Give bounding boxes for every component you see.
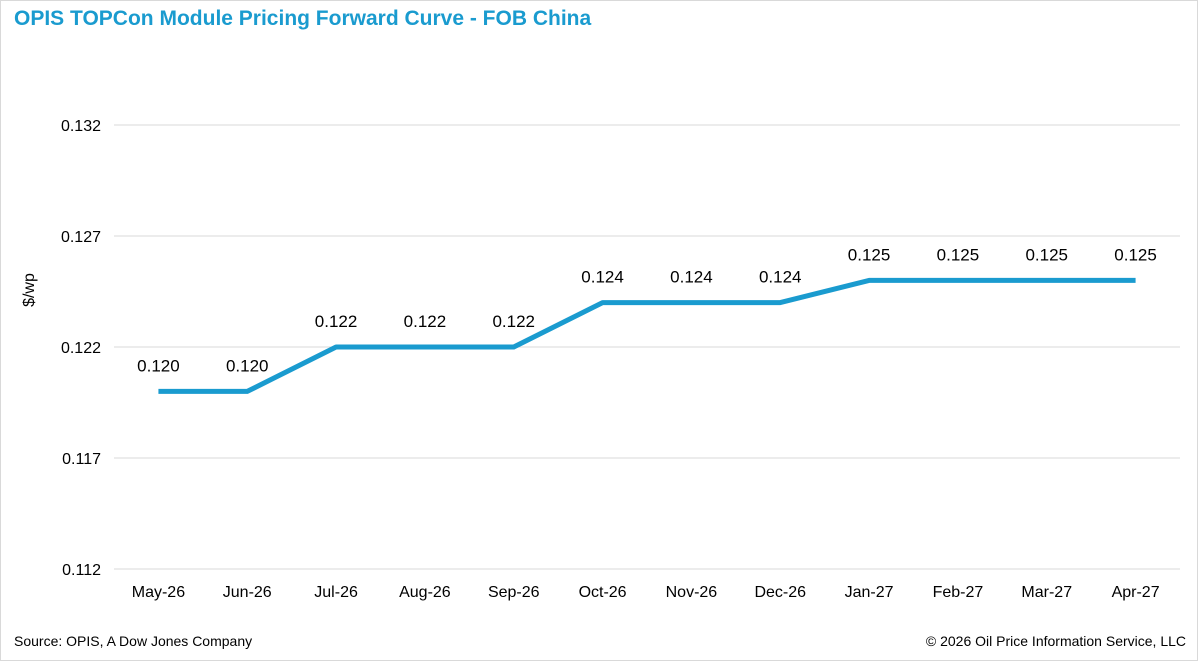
x-tick-label: Sep-26	[488, 584, 540, 601]
x-axis-tick-labels: May-26 Jun-26 Jul-26 Aug-26 Sep-26 Oct-26 Nov-…	[132, 584, 1160, 601]
data-labels: 0.120 0.120 0.122 0.122 0.122 0.124 0.124 0.124…	[137, 245, 1157, 375]
y-tick-label: 0.122	[61, 340, 101, 357]
x-tick-label: Mar-27	[1021, 584, 1072, 601]
y-axis-tick-labels: 0.112 0.117 0.122 0.127 0.132	[61, 118, 101, 579]
data-label: 0.122	[492, 312, 535, 331]
x-tick-label: Oct-26	[579, 584, 627, 601]
x-tick-label: Jul-26	[314, 584, 358, 601]
data-label: 0.122	[315, 312, 358, 331]
y-tick-label: 0.112	[62, 562, 101, 579]
y-tick-label: 0.117	[62, 451, 101, 468]
series-line-group	[158, 277, 1136, 394]
chart-title: OPIS TOPCon Module Pricing Forward Curve…	[14, 7, 592, 30]
data-label: 0.125	[1114, 245, 1157, 264]
x-tick-label: Apr-27	[1112, 584, 1160, 601]
gridlines	[114, 124, 1180, 570]
data-label: 0.124	[670, 268, 713, 287]
data-label: 0.125	[848, 245, 891, 264]
data-label: 0.124	[759, 268, 802, 287]
series-line	[158, 277, 1136, 394]
x-tick-label: Jun-26	[223, 584, 272, 601]
y-tick-label: 0.132	[61, 118, 101, 135]
data-label: 0.120	[137, 356, 180, 375]
x-tick-label: Aug-26	[399, 584, 451, 601]
data-label: 0.125	[1025, 245, 1068, 264]
copyright-note: © 2026 Oil Price Information Service, LL…	[925, 633, 1186, 649]
x-tick-label: Nov-26	[666, 584, 718, 601]
x-tick-label: Jan-27	[845, 584, 894, 601]
y-axis-label: $/wp	[21, 273, 38, 307]
x-tick-label: Feb-27	[933, 584, 984, 601]
x-tick-label: Dec-26	[754, 584, 806, 601]
data-label: 0.122	[404, 312, 447, 331]
data-label: 0.120	[226, 356, 269, 375]
data-label: 0.125	[937, 245, 980, 264]
x-tick-label: May-26	[132, 584, 185, 601]
data-label: 0.124	[581, 268, 624, 287]
y-tick-label: 0.127	[61, 229, 101, 246]
source-note: Source: OPIS, A Dow Jones Company	[14, 633, 253, 649]
